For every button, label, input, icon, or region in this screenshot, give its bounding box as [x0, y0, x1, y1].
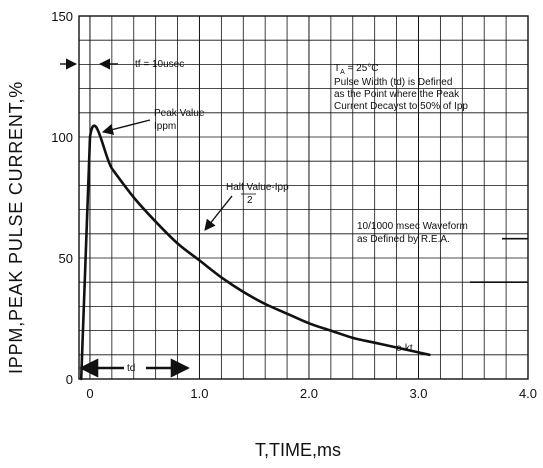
peak-arrow — [101, 119, 151, 135]
waveform-label-line-1: 10/1000 msec Waveform — [357, 221, 468, 232]
plot-frame — [78, 15, 529, 380]
condition-line-2: Pulse Width (td) is Defined — [334, 77, 452, 88]
tick-labels: 0 50 100 150 0 1.0 2.0 3.0 4.0 — [51, 9, 537, 401]
annotations: tf = 10usec TA = 25°C Pulse Width (td) i… — [60, 58, 468, 378]
td-label: td — [127, 363, 135, 374]
tf-label: tf = 10usec — [135, 59, 184, 70]
y-axis-label: IPPM,PEAK PULSE CURRENT,% — [6, 81, 26, 374]
waveform-label-line-2: as Defined by R.E.A. — [357, 234, 450, 245]
series-line-0 — [79, 124, 431, 381]
x-axis-label: T,TIME,ms — [255, 440, 341, 460]
y-tick-label: 50 — [59, 251, 73, 266]
half-label-line-2: 2 — [247, 195, 253, 206]
grid-lines — [78, 15, 529, 380]
y-tick-label: 0 — [66, 372, 73, 387]
x-tick-label: 2.0 — [300, 386, 318, 401]
half-label-line-1: Half Value-Ipp — [226, 182, 289, 193]
series-layer — [79, 124, 528, 381]
condition-line-4: Current Decayst to 50% of Ipp — [334, 101, 468, 112]
x-tick-label: 0 — [86, 386, 93, 401]
y-tick-label: 100 — [51, 130, 73, 145]
x-tick-label: 1.0 — [190, 386, 208, 401]
x-tick-label: 4.0 — [519, 386, 537, 401]
peak-label-line-1: Peak Value — [154, 108, 205, 119]
x-tick-label: 3.0 — [409, 386, 427, 401]
half-value-arrow — [204, 195, 233, 231]
ekt-label: e-kt — [396, 343, 413, 354]
condition-line-3: as the Point where the Peak — [334, 89, 460, 100]
y-tick-label: 150 — [51, 9, 73, 24]
condition-line-1: TA = 25°C — [334, 63, 379, 76]
peak-label-line-2: Ippm — [154, 121, 176, 132]
